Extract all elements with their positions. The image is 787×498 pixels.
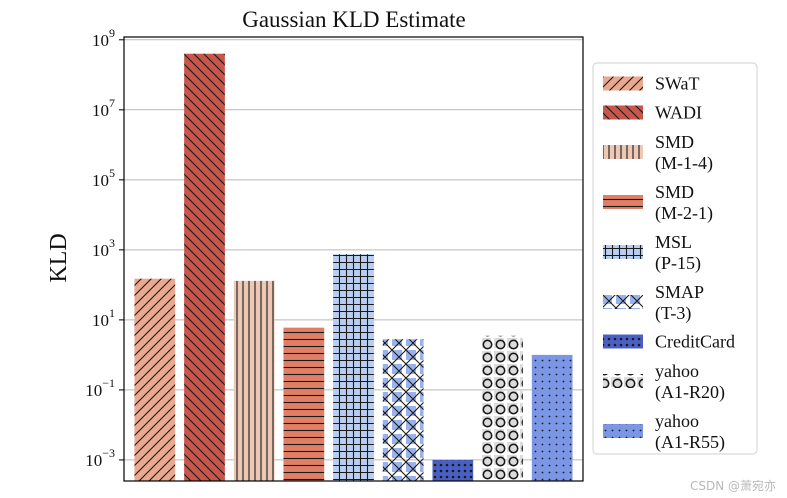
y-tick-label: 109 — [92, 26, 115, 50]
legend-box — [592, 62, 758, 455]
legend-label: (M-1-4) — [655, 153, 713, 174]
bar-smd-m-1-4 — [233, 280, 275, 481]
legend-swatch — [603, 105, 643, 120]
legend-label: yahoo — [655, 361, 699, 381]
legend-label: (A1-R55) — [655, 432, 725, 453]
bars — [134, 53, 573, 481]
legend-label: (A1-R20) — [655, 382, 725, 403]
legend-label: yahoo — [655, 411, 699, 431]
plot-frame — [123, 36, 584, 482]
y-tick-label: 107 — [92, 96, 115, 120]
legend-swatch — [603, 195, 643, 209]
bar-msl-p-15 — [333, 254, 374, 481]
legend-label: CreditCard — [655, 332, 735, 352]
legend-label: SWaT — [655, 74, 700, 94]
legend-swatch — [603, 424, 643, 438]
bar-yahoo-a1-r55 — [531, 354, 573, 481]
legend-label: (P-15) — [655, 253, 701, 274]
legend-label: (M-2-1) — [655, 203, 713, 224]
watermark: CSDN @萧宛亦 — [690, 478, 776, 493]
legend-swatch — [603, 374, 643, 388]
y-tick-label: 10−1 — [85, 376, 115, 400]
legend-label: WADI — [655, 103, 702, 123]
legend-swatch — [603, 145, 643, 159]
y-tick-label: 105 — [92, 166, 115, 190]
chart-title: Gaussian KLD Estimate — [242, 7, 466, 32]
bar-creditcard — [432, 459, 474, 481]
y-tick-label: 103 — [92, 236, 115, 260]
bar-smap-t-3 — [382, 339, 424, 481]
y-axis-label: KLD — [46, 233, 72, 282]
bar-wadi — [184, 53, 225, 481]
legend-swatch — [603, 295, 643, 309]
legend-label: SMAP — [655, 282, 704, 302]
legend-label: (T-3) — [655, 303, 691, 324]
legend-label: SMD — [655, 132, 694, 152]
legend-label: MSL — [655, 232, 692, 252]
legend-swatch — [603, 245, 643, 259]
y-tick-label: 101 — [92, 306, 115, 330]
bar-yahoo-a1-r20 — [482, 335, 523, 481]
y-tick-label: 10−3 — [85, 446, 115, 470]
legend-swatch — [603, 76, 643, 91]
y-axis: 10−3 10−1 101 103 105 107 109 — [85, 26, 124, 470]
bar-smd-m-2-1 — [283, 327, 325, 481]
bar-swat — [134, 278, 176, 481]
legend-label: SMD — [655, 182, 694, 202]
legend-swatch — [603, 334, 643, 349]
legend: SWaTWADISMD(M-1-4)SMD(M-2-1)MSL(P-15)SMA… — [592, 62, 758, 455]
